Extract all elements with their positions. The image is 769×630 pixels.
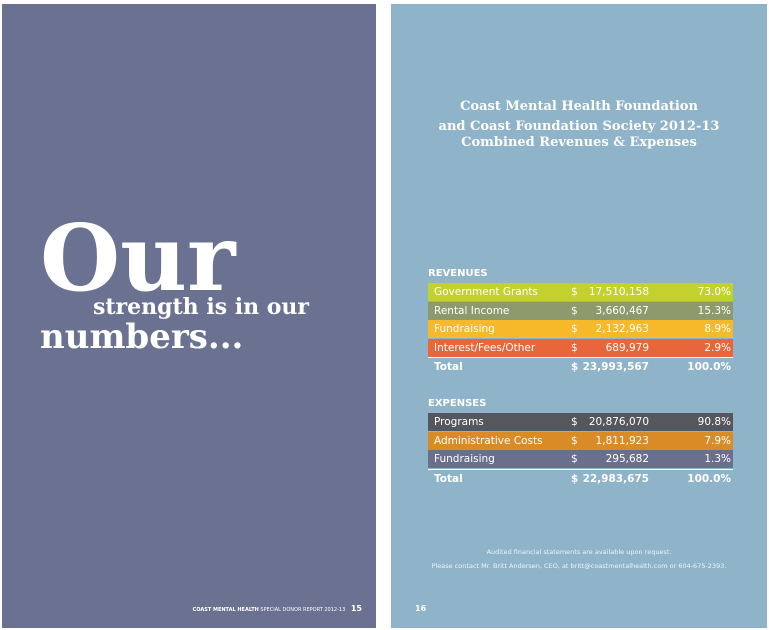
amount: 23,993,567 [582, 361, 649, 373]
headline-line: numbers... [40, 317, 244, 357]
headline-line: strength is in our [93, 294, 310, 320]
page-number: 15 [350, 604, 362, 613]
right-page: Coast Mental Health Foundation and Coast… [391, 4, 767, 628]
left-page: Our strength is in our numbers... COAST … [2, 4, 376, 628]
currency: $ [571, 286, 578, 298]
label: Total [434, 361, 463, 373]
label: Fundraising [434, 453, 495, 465]
table-row: Administrative Costs $1,811,923 7.9% [428, 431, 733, 450]
label: Programs [434, 416, 484, 428]
table-row: Interest/Fees/Other $689,979 2.9% [428, 338, 733, 357]
percent: 100.0% [687, 472, 731, 485]
label: Administrative Costs [434, 434, 543, 447]
title-line: Combined Revenues & Expenses [461, 135, 697, 150]
table-row: Programs $20,876,070 90.8% [428, 413, 733, 431]
table-row: Fundraising $2,132,963 8.9% [428, 320, 733, 338]
title-line: and Coast Foundation Society 2012-13 [438, 119, 720, 134]
currency: $ [571, 361, 579, 373]
amount: 3,660,467 [595, 304, 649, 317]
label: Total [434, 472, 463, 485]
currency: $ [571, 304, 578, 317]
table-row: Rental Income $3,660,467 15.3% [428, 301, 733, 320]
table-row: Government Grants $17,510,158 73.0% [428, 283, 733, 301]
total-row: Total $23,993,567 100.0% [428, 357, 733, 376]
amount: 1,811,923 [595, 434, 649, 447]
label: Interest/Fees/Other [434, 341, 536, 354]
page-footer: COAST MENTAL HEALTH SPECIAL DONOR REPORT… [193, 604, 362, 613]
footer-text: SPECIAL DONOR REPORT 2012-13 [260, 607, 346, 613]
label: Fundraising [434, 323, 495, 335]
table-row: Fundraising $295,682 1.3% [428, 450, 733, 468]
table-heading: EXPENSES [428, 398, 487, 409]
currency: $ [571, 453, 578, 465]
amount: 22,983,675 [582, 472, 649, 485]
label: Rental Income [434, 304, 510, 317]
page-number: 16 [415, 604, 427, 613]
amount: 689,979 [605, 341, 649, 354]
footnote: Please contact Mr. Britt Andersen, CEO, … [431, 562, 727, 570]
percent: 100.0% [687, 361, 731, 373]
percent: 90.8% [697, 416, 731, 428]
percent: 73.0% [697, 286, 731, 298]
currency: $ [571, 341, 578, 354]
percent: 2.9% [704, 341, 731, 354]
currency: $ [571, 434, 578, 447]
amount: 295,682 [605, 453, 649, 465]
amount: 17,510,158 [588, 286, 649, 298]
title-line: Coast Mental Health Foundation [460, 99, 698, 114]
percent: 15.3% [697, 304, 731, 317]
percent: 7.9% [704, 434, 731, 447]
currency: $ [571, 416, 578, 428]
amount: 2,132,963 [595, 323, 649, 335]
footnote: Audited financial statements are availab… [486, 548, 672, 556]
headline-big: Our [40, 204, 236, 312]
total-row: Total $22,983,675 100.0% [428, 468, 733, 488]
amount: 20,876,070 [588, 416, 649, 428]
percent: 1.3% [704, 453, 731, 465]
currency: $ [571, 472, 579, 485]
label: Government Grants [434, 286, 538, 298]
table-heading: REVENUES [428, 268, 488, 279]
currency: $ [571, 323, 578, 335]
footer-brand: COAST MENTAL HEALTH [192, 607, 259, 613]
percent: 8.9% [704, 323, 731, 335]
